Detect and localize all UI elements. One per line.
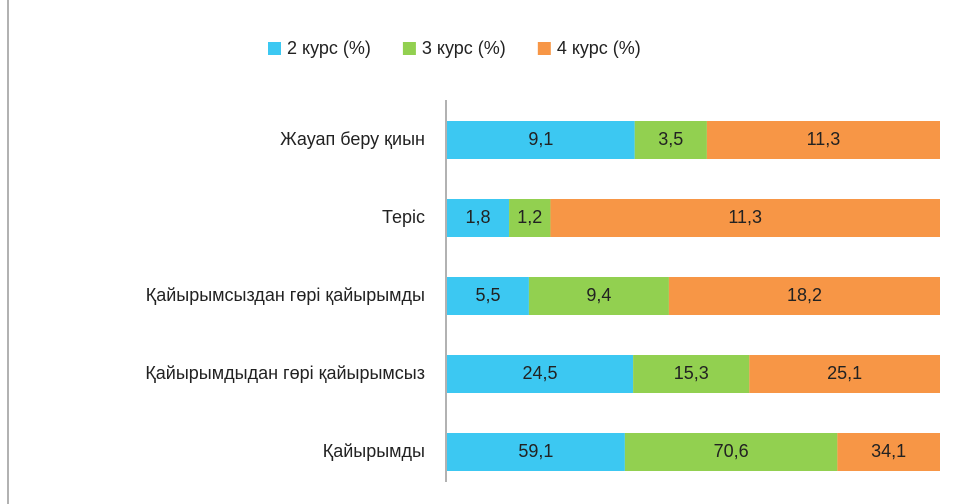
- value-label: 1,8: [466, 207, 491, 227]
- bar-segment: [447, 433, 625, 471]
- legend-label: 2 курс (%): [287, 38, 371, 58]
- legend-swatch: [402, 42, 416, 55]
- bar-segment: [447, 355, 634, 393]
- legend-swatch: [537, 42, 551, 55]
- value-label: 1,2: [517, 207, 542, 227]
- category-label: Қайырымдыдан гөрі қайырымсыз: [145, 363, 425, 383]
- value-label: 9,1: [528, 129, 553, 149]
- legend-label: 3 курс (%): [422, 38, 506, 58]
- value-label: 15,3: [674, 363, 709, 383]
- bar-segment: [634, 121, 707, 159]
- value-label: 59,1: [518, 441, 553, 461]
- bar-segment: [509, 199, 551, 237]
- value-label: 25,1: [827, 363, 862, 383]
- category-label: Теріс: [382, 207, 425, 227]
- value-label: 34,1: [871, 441, 906, 461]
- value-label: 70,6: [714, 441, 749, 461]
- category-label: Қайырымды: [323, 441, 425, 461]
- bar-segment: [837, 433, 940, 471]
- legend-swatch: [268, 42, 281, 55]
- value-label: 9,4: [586, 285, 611, 305]
- bar-segment: [528, 277, 669, 315]
- value-label: 24,5: [523, 363, 558, 383]
- value-label: 11,3: [728, 207, 762, 227]
- category-label: Қайырымсыздан гөрі қайырымды: [146, 285, 425, 305]
- value-label: 11,3: [807, 129, 841, 149]
- bar-segment: [447, 199, 510, 237]
- bar-segment: [749, 355, 940, 393]
- value-label: 3,5: [658, 129, 683, 149]
- bar-segment: [706, 121, 940, 159]
- category-label: Жауап беру қиын: [280, 129, 425, 149]
- bar-segment: [447, 121, 635, 159]
- bar-segment: [624, 433, 838, 471]
- value-label: 18,2: [787, 285, 822, 305]
- bar-segment: [668, 277, 940, 315]
- legend-label: 4 курс (%): [557, 38, 641, 58]
- bar-segment: [633, 355, 750, 393]
- value-label: 5,5: [475, 285, 500, 305]
- bar-segment: [550, 199, 940, 237]
- bar-segment: [447, 277, 529, 315]
